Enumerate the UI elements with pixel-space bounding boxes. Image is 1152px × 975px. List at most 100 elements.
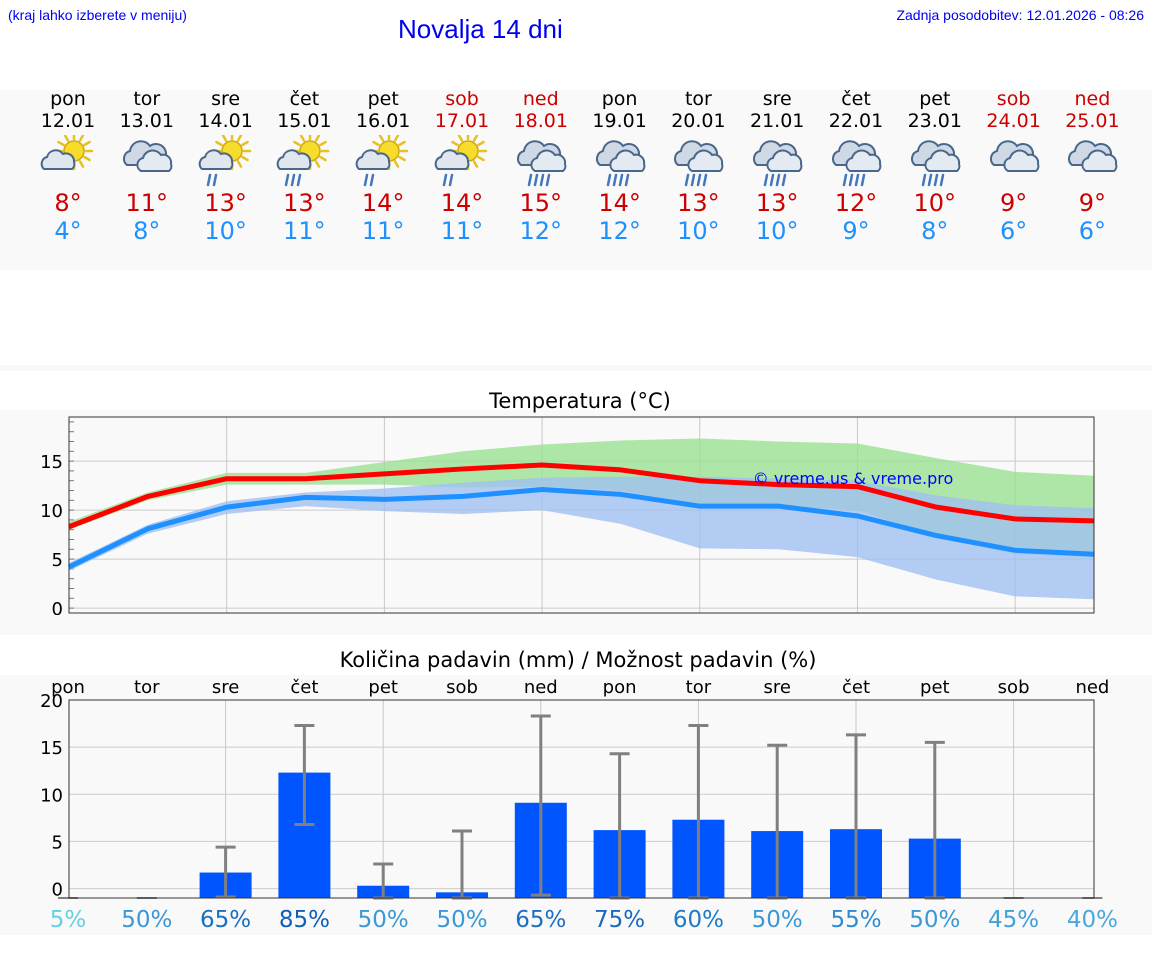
- day-column: tor 13.01 11° 8°: [107, 88, 187, 245]
- cloud-rain-icon: [907, 135, 963, 187]
- temp-max: 15°: [519, 189, 563, 217]
- day-name: čet: [289, 88, 320, 110]
- temp-max: 14°: [598, 189, 641, 217]
- day-name: tor: [684, 88, 712, 110]
- day-name: pon: [601, 88, 638, 110]
- y-tick-label: 15: [40, 452, 63, 473]
- day-name: ned: [1074, 88, 1111, 110]
- precipitation-chart: Količina padavin (mm) / Možnost padavin …: [40, 648, 1118, 933]
- x-category-label: sob: [998, 677, 1030, 698]
- day-column: čet 15.01 13° 11°: [264, 88, 344, 245]
- cloudy-icon: [119, 135, 175, 187]
- sun-cloud-rain-icon: [276, 131, 332, 187]
- last-update: Zadnja posodobitev: 12.01.2026 - 08:26: [896, 7, 1144, 23]
- temp-min: 6°: [999, 217, 1028, 245]
- y-tick-label: 10: [40, 501, 63, 522]
- temp-max: 13°: [204, 189, 247, 217]
- temp-min: 10°: [677, 217, 720, 245]
- day-column: čet 22.01 12° 9°: [816, 88, 896, 245]
- day-column: sob 17.01 14° 11°: [422, 88, 502, 245]
- day-date: 21.01: [749, 110, 805, 132]
- temp-max: 9°: [1078, 189, 1107, 217]
- cloud-rain-icon: [749, 135, 805, 187]
- temperature-chart: Temperatura (°C) 0 5 10 15 © vreme.us & vreme…: [40, 389, 1095, 615]
- day-date: 19.01: [592, 110, 647, 132]
- watermark: © vreme.us & vreme.pro: [753, 469, 954, 488]
- temp-min: 6°: [1078, 217, 1107, 245]
- temp-min: 11°: [440, 217, 484, 245]
- max-temp-line: [68, 462, 1095, 530]
- precip-probability: 50%: [752, 907, 803, 933]
- separator: [0, 365, 1152, 371]
- day-date: 15.01: [277, 110, 332, 132]
- menu-hint[interactable]: (kraj lahko izberete v meniju): [8, 7, 187, 23]
- day-name: pon: [50, 88, 86, 110]
- temp-max: 12°: [834, 189, 878, 217]
- chart-title: Temperatura (°C): [488, 389, 671, 413]
- day-date: 24.01: [986, 110, 1041, 132]
- cloud-rain-icon: [513, 135, 569, 187]
- day-column: sre 14.01 13° 10°: [186, 88, 266, 245]
- precip-probability: 75%: [594, 907, 645, 933]
- y-tick-label: 15: [40, 738, 63, 759]
- temp-max: 9°: [999, 189, 1028, 217]
- min-range-band: [69, 476, 1094, 600]
- temp-min: 11°: [283, 217, 326, 245]
- x-category-label: sre: [212, 677, 239, 698]
- day-date: 14.01: [198, 110, 253, 132]
- precip-probability: 50%: [436, 907, 487, 933]
- temp-min: 10°: [204, 217, 247, 245]
- day-column: pet 23.01 10° 8°: [895, 88, 975, 245]
- min-temp-line: [67, 487, 1095, 570]
- x-category-label: sre: [763, 677, 790, 698]
- cloudy-icon: [986, 135, 1042, 187]
- precip-probability: 50%: [121, 907, 172, 933]
- day-column: sre 21.01 13° 10°: [737, 88, 817, 245]
- day-column: pet 16.01 14° 11°: [343, 88, 423, 245]
- precip-probability: 45%: [988, 907, 1039, 933]
- day-date: 13.01: [119, 110, 174, 132]
- precip-probability: 85%: [279, 907, 330, 933]
- page-title: Novalja 14 dni: [398, 14, 563, 44]
- precip-probability: 60%: [673, 907, 724, 933]
- temp-min: 10°: [755, 217, 799, 245]
- sun-cloud-icon: [40, 131, 96, 187]
- day-name: čet: [841, 88, 871, 110]
- sun-cloud-rain-light-icon: [434, 131, 490, 187]
- day-column: pon 19.01 14° 12°: [580, 88, 660, 245]
- sun-cloud-rain-light-icon: [198, 131, 254, 187]
- temp-max: 14°: [440, 189, 484, 217]
- max-range-band: [69, 438, 1094, 558]
- y-tick-label: 20: [40, 691, 63, 712]
- x-category-label: ned: [1075, 677, 1109, 698]
- temp-min: 12°: [598, 217, 641, 245]
- cloud-rain-icon: [670, 135, 726, 187]
- x-category-label: pon: [603, 677, 637, 698]
- plot-frame: [68, 699, 1095, 899]
- chart-title: Količina padavin (mm) / Možnost padavin …: [340, 648, 817, 672]
- cloudy-icon: [1064, 135, 1120, 187]
- temp-max: 13°: [677, 189, 720, 217]
- temp-min: 11°: [361, 217, 405, 245]
- day-name: sre: [762, 88, 792, 110]
- day-date: 12.01: [40, 110, 96, 132]
- day-date: 16.01: [355, 110, 411, 132]
- precip-probability: 5%: [50, 907, 87, 933]
- temp-min: 4°: [54, 217, 82, 245]
- temp-max: 10°: [913, 189, 957, 217]
- temp-max: 11°: [125, 189, 169, 217]
- x-category-label: čet: [290, 677, 318, 698]
- precip-probability: 65%: [515, 907, 566, 933]
- day-column: pon 12.01 8° 4°: [28, 88, 108, 245]
- temp-max: 13°: [755, 189, 799, 217]
- x-category-label: čet: [842, 677, 870, 698]
- day-date: 23.01: [907, 110, 962, 132]
- day-date: 25.01: [1065, 110, 1120, 132]
- x-category-label: sob: [446, 677, 478, 698]
- forecast-band: [0, 90, 1152, 270]
- sun-cloud-rain-light-icon: [355, 131, 411, 187]
- y-tick-label: 5: [52, 832, 63, 853]
- temp-max: 13°: [283, 189, 326, 217]
- temp-min: 8°: [133, 217, 161, 245]
- x-category-label: pet: [368, 677, 398, 698]
